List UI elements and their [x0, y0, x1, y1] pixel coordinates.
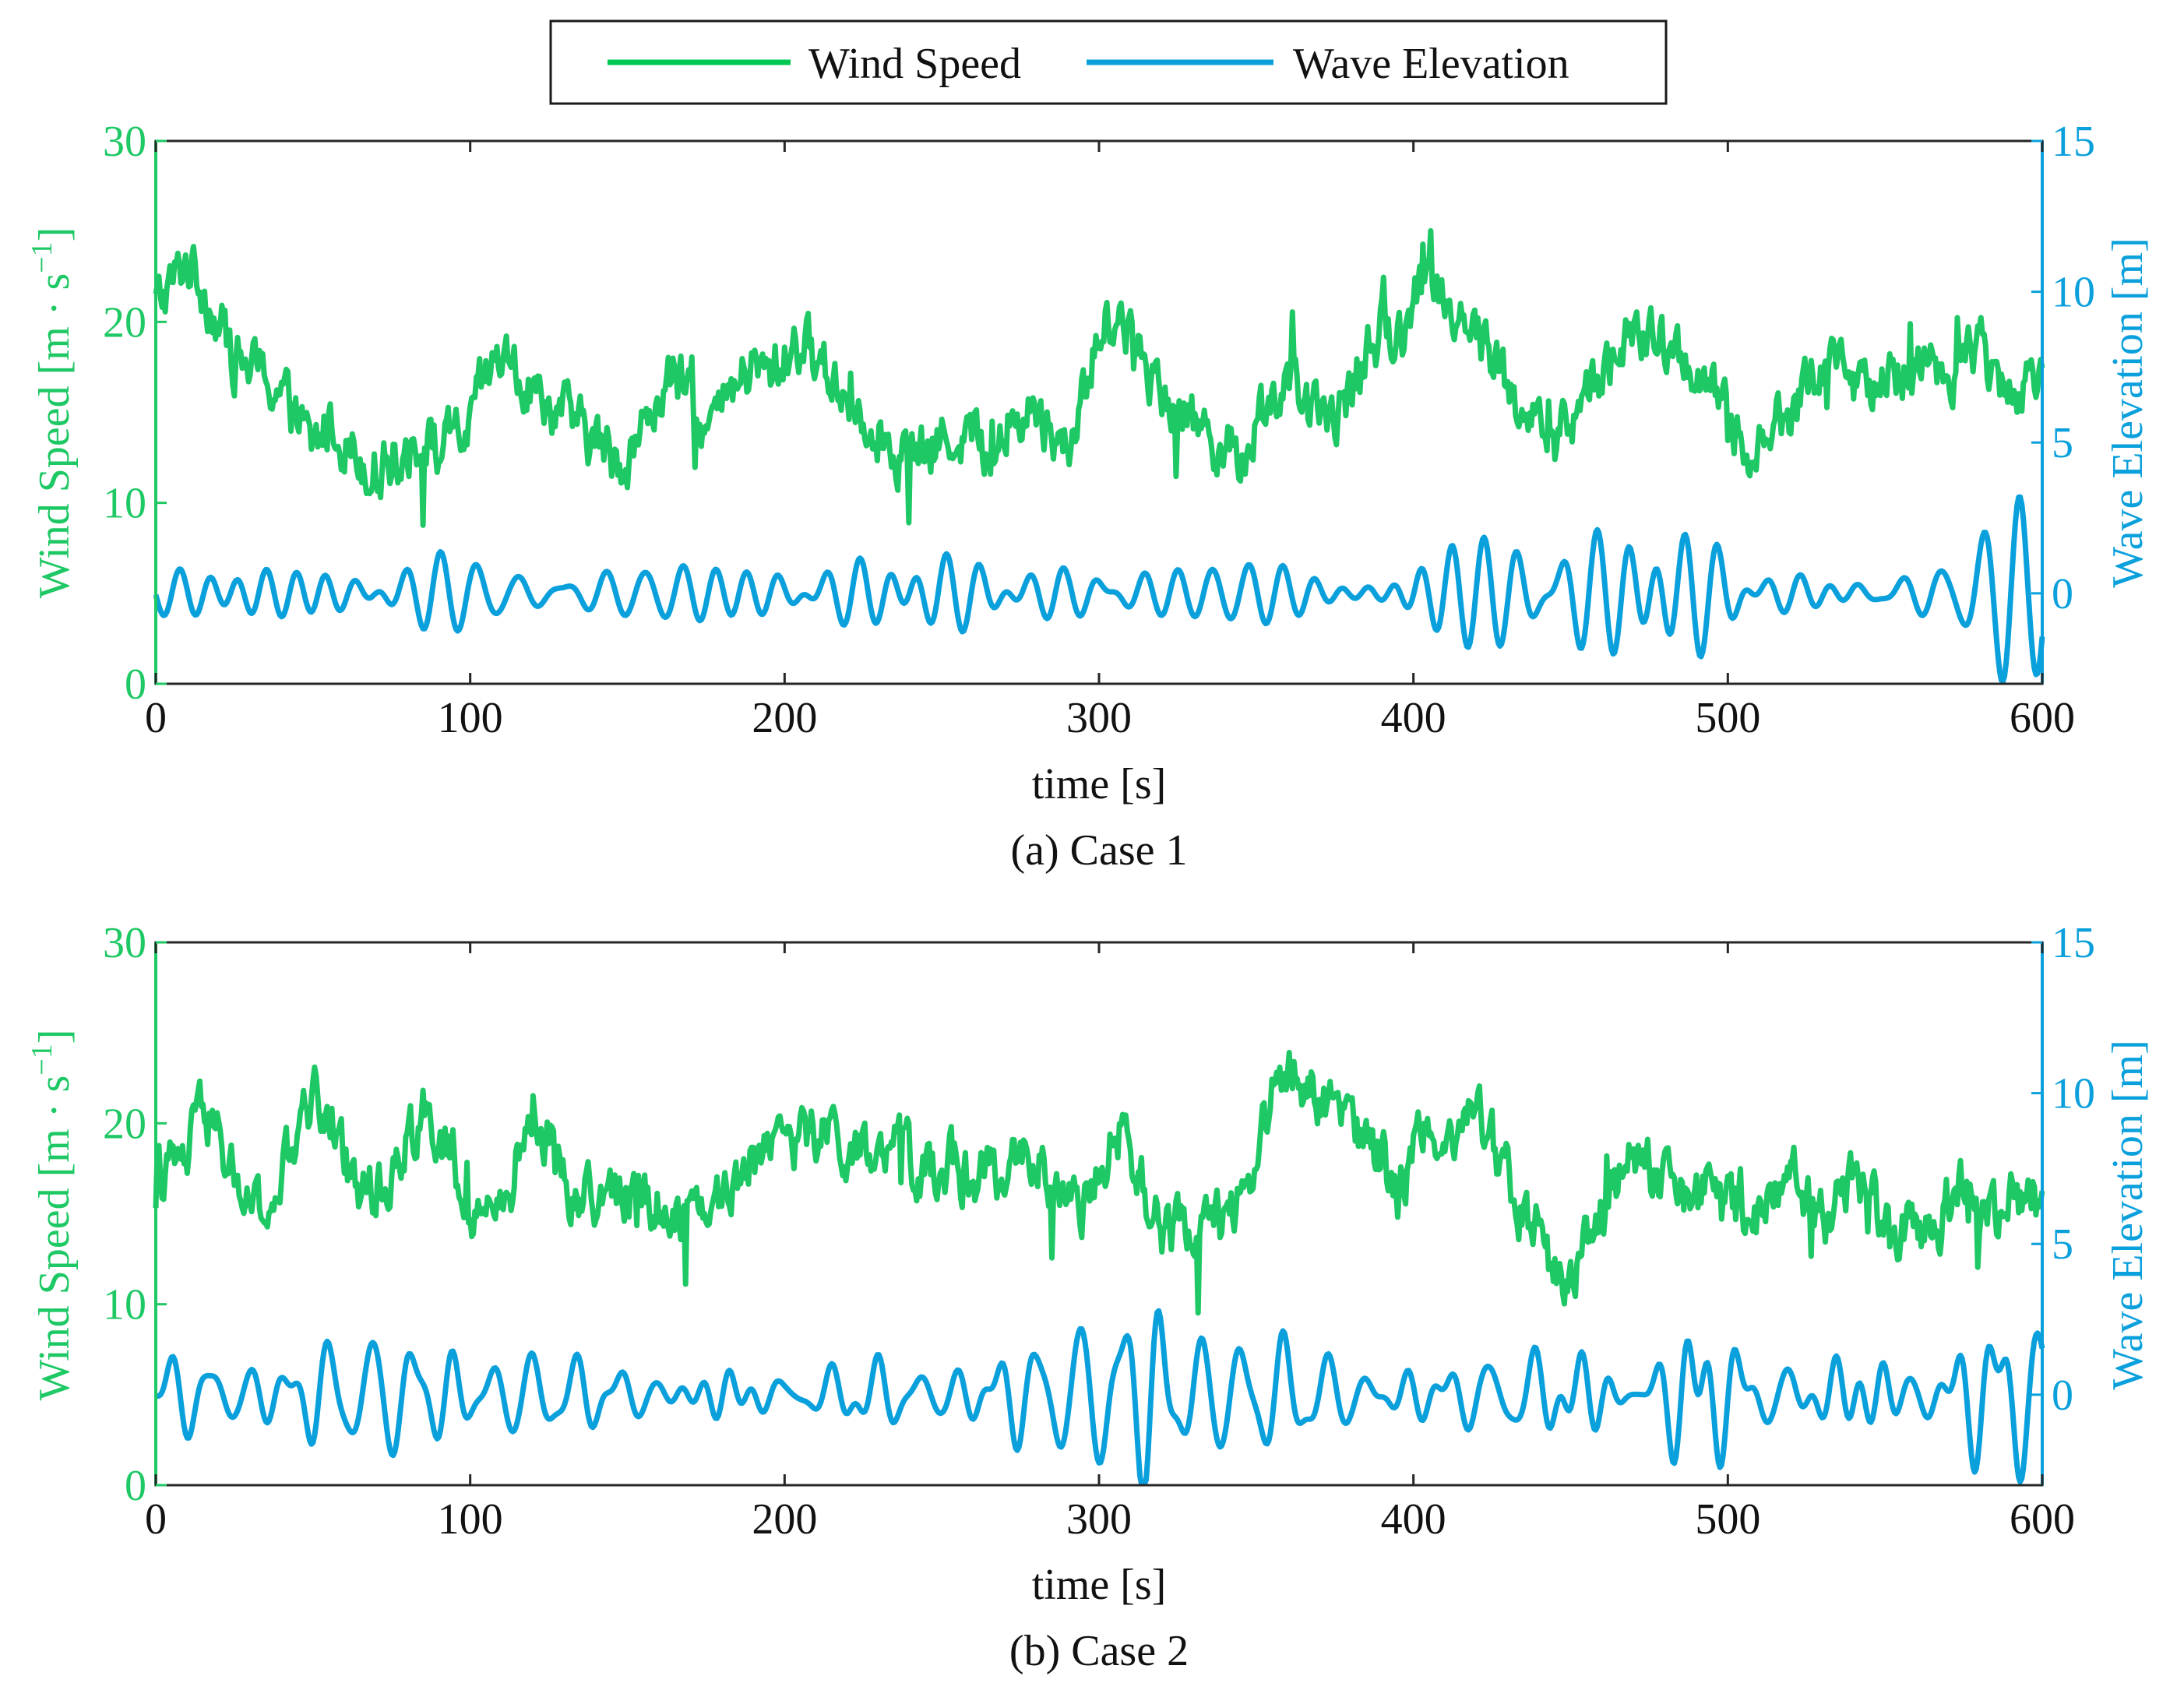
wind-series-a [153, 227, 2045, 528]
y-left-tick-label: 20 [103, 1100, 146, 1148]
x-tick-label: 600 [2010, 694, 2075, 742]
x-tick-label: 200 [752, 694, 817, 742]
wind-series-b [153, 1050, 2045, 1316]
y-right-tick-label: 15 [2052, 919, 2095, 967]
legend-wind-label: Wind Speed [808, 40, 1021, 88]
x-tick-label: 200 [752, 1495, 817, 1544]
plot-frame-a [154, 139, 2044, 685]
y-left-label-a-sup: −1 [26, 241, 58, 273]
y-right-ticks-a: 0 5 10 15 [2031, 118, 2095, 618]
y-right-tick-label: 15 [2052, 118, 2095, 166]
y-left-tick-label: 30 [103, 919, 146, 967]
y-right-tick-label: 10 [2052, 1070, 2095, 1118]
caption-b: (b) Case 2 [1009, 1627, 1189, 1675]
wind-speed-line-b [153, 1050, 2045, 1316]
y-left-ticks-a: 0 10 20 30 [103, 118, 167, 709]
x-tick-label: 0 [145, 694, 167, 742]
y-right-label-b: Wave Elevation [m] [2104, 1040, 2152, 1390]
x-tick-label: 300 [1066, 1495, 1132, 1544]
x-tick-label: 400 [1381, 1495, 1446, 1544]
x-tick-label: 0 [145, 1495, 167, 1544]
y-right-ticks-b: 0 5 10 15 [2031, 919, 2095, 1420]
y-left-tick-label: 30 [103, 118, 146, 166]
y-left-tick-label: 0 [125, 1462, 146, 1510]
y-left-label-b-sup: −1 [26, 1044, 58, 1075]
y-right-tick-label: 5 [2052, 1220, 2073, 1269]
wave-series-a [153, 494, 2045, 685]
x-ticks-b: 0 100 200 300 400 500 600 [145, 942, 2075, 1544]
y-left-label-b-end: ] [30, 1030, 79, 1044]
legend: Wind Speed Wave Elevation [549, 19, 1668, 105]
wave-elevation-line-b [154, 1308, 2045, 1487]
wave-series-b [154, 1308, 2045, 1487]
x-tick-label: 400 [1381, 694, 1446, 742]
x-tick-label: 100 [438, 1495, 503, 1544]
chart-panel-b: 0 100 200 300 400 500 600 0 10 20 30 0 5 10 15 time … [26, 919, 2152, 1675]
y-right-tick-label: 5 [2052, 419, 2073, 467]
wave-elevation-line-a [153, 494, 2045, 685]
y-left-label-b-main: Wind Speed [m · s [30, 1076, 79, 1401]
legend-wave-label: Wave Elevation [1293, 40, 1569, 88]
wind-speed-line-a [153, 227, 2045, 528]
x-tick-label: 500 [1695, 694, 1760, 742]
x-ticks-a: 0 100 200 300 400 500 600 [145, 141, 2075, 742]
chart-panel-a: 0 100 200 300 400 500 600 0 10 20 30 0 5 10 15 time … [26, 118, 2152, 875]
y-right-tick-label: 10 [2052, 269, 2095, 317]
y-left-label-b: Wind Speed [m · s−1] [26, 1030, 79, 1401]
y-left-label-a-main: Wind Speed [m · s [30, 273, 79, 599]
y-right-tick-label: 0 [2052, 1371, 2073, 1420]
y-left-tick-label: 10 [103, 1281, 146, 1329]
y-left-tick-label: 0 [125, 660, 146, 709]
y-left-label-a-end: ] [30, 227, 79, 242]
caption-a: (a) Case 1 [1010, 826, 1187, 875]
y-left-ticks-b: 0 10 20 30 [103, 919, 167, 1510]
y-right-label-a: Wave Elevation [m] [2104, 238, 2152, 588]
x-axis-label-a: time [s] [1032, 760, 1167, 808]
x-tick-label: 100 [438, 694, 503, 742]
y-right-tick-label: 0 [2052, 570, 2073, 618]
y-left-tick-label: 20 [103, 298, 146, 347]
y-left-tick-label: 10 [103, 480, 146, 528]
x-tick-label: 600 [2010, 1495, 2075, 1544]
y-left-label-a: Wind Speed [m · s−1] [26, 227, 79, 599]
x-axis-label-b: time [s] [1032, 1561, 1167, 1609]
x-tick-label: 500 [1695, 1495, 1760, 1544]
x-tick-label: 300 [1066, 694, 1132, 742]
